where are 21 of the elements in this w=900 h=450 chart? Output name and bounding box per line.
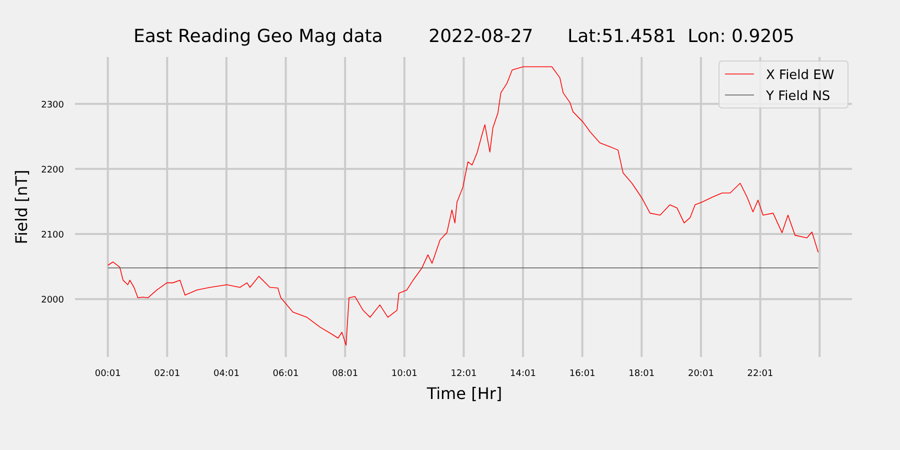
x-tick-label: 20:01 xyxy=(688,369,714,379)
x-tick-label: 18:01 xyxy=(628,369,655,379)
x-tick-label: 00:01 xyxy=(94,369,121,379)
x-tick-label: 16:01 xyxy=(569,369,596,379)
x-tick-label: 12:01 xyxy=(450,369,477,379)
y-axis-title: Field [nT] xyxy=(12,170,31,244)
x-tick-label: 06:01 xyxy=(272,369,299,379)
x-tick-label: 02:01 xyxy=(154,369,180,379)
x-tick-label: 08:01 xyxy=(332,369,358,379)
chart-title: East Reading Geo Mag data 2022-08-27 Lat:51.4581 Lon: 0.9205 xyxy=(133,26,795,47)
legend-label: X Field EW xyxy=(766,68,834,83)
legend-label: Y Field NS xyxy=(765,89,830,104)
x-tick-label: 04:01 xyxy=(213,369,240,379)
y-tick-label: 2100 xyxy=(41,230,64,241)
y-tick-label: 2300 xyxy=(41,100,64,110)
x-tick-label: 10:01 xyxy=(391,369,418,379)
x-tick-label: 22:01 xyxy=(747,369,774,379)
x-tick-label: 14:01 xyxy=(510,369,536,379)
x-axis-title: Time [Hr] xyxy=(426,384,502,403)
y-tick-label: 2000 xyxy=(41,296,64,306)
y-tick-label: 2200 xyxy=(41,165,64,176)
